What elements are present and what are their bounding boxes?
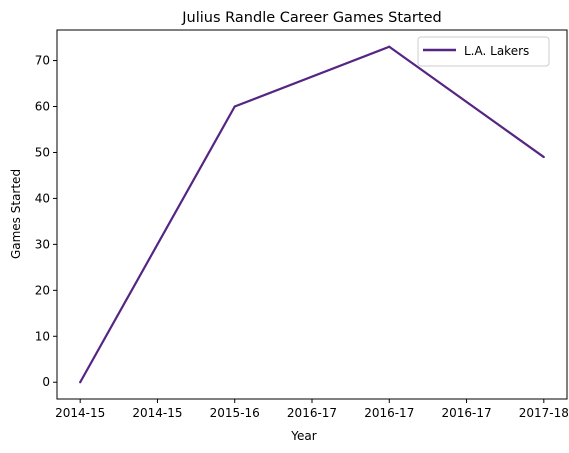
- y-tick-label: 40: [35, 191, 50, 205]
- y-tick-label: 50: [35, 145, 50, 159]
- x-axis-label: Year: [290, 429, 316, 443]
- data-point: [233, 105, 236, 108]
- y-tick-label: 10: [35, 329, 50, 343]
- plot-area: [56, 29, 568, 400]
- legend-box: [417, 36, 550, 67]
- y-tick-label: 30: [35, 237, 50, 251]
- chart-title: Julius Randle Career Games Started: [181, 10, 441, 26]
- x-tick-label: 2014-15: [55, 406, 105, 420]
- y-tick-label: 0: [42, 375, 50, 389]
- y-axis-label: Games Started: [9, 169, 23, 259]
- x-tick-label: 2016-17: [287, 406, 337, 420]
- y-axis: 0 10 20 30 40 50 60 70: [35, 54, 57, 389]
- series-line-la-lakers: [79, 45, 545, 383]
- plot-frame: [56, 29, 568, 400]
- x-tick-label: 2016-17: [364, 406, 414, 420]
- y-tick-label: 20: [35, 283, 50, 297]
- data-point: [388, 45, 391, 48]
- data-point: [79, 381, 82, 384]
- y-tick-label: 70: [35, 54, 50, 68]
- y-tick-label: 60: [35, 100, 50, 114]
- legend-label-la-lakers: L.A. Lakers: [464, 44, 529, 58]
- series-layer: [79, 45, 545, 384]
- x-tick-label: 2017-18: [519, 406, 569, 420]
- x-tick-label: 2015-16: [210, 406, 260, 420]
- legend: L.A. Lakers: [417, 36, 550, 67]
- data-point: [542, 155, 545, 159]
- x-tick-label: 2016-17: [441, 406, 491, 420]
- x-axis: 2014-15 2014-15 2015-16 2016-17 2016-17 2016-…: [55, 399, 569, 420]
- x-tick-label: 2014-15: [132, 406, 182, 420]
